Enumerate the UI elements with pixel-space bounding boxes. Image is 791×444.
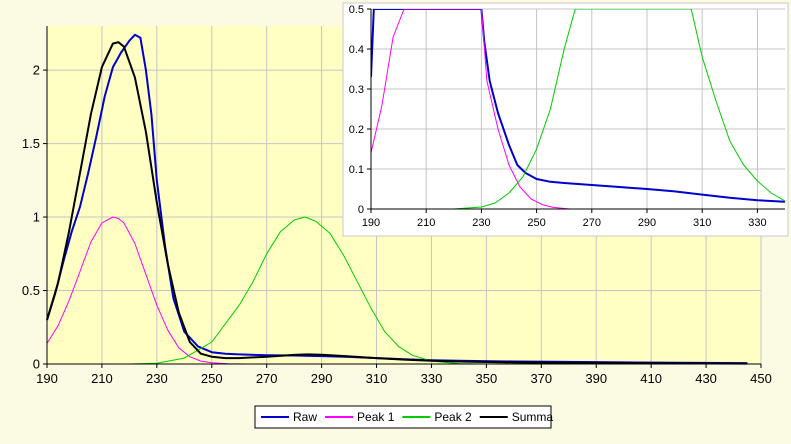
inset-y-tick-label: 0.3: [349, 84, 364, 96]
main-x-tick-label: 210: [91, 371, 113, 386]
main-series-group: [46, 33, 748, 365]
inset-series-peak-1: [371, 9, 570, 209]
inset-x-tick-label: 270: [583, 217, 601, 229]
main-x-tick-label: 370: [530, 371, 552, 386]
legend-label-raw: Raw: [293, 410, 317, 424]
inset-y-tick-label: 0.4: [349, 44, 364, 56]
main-series-peak-2: [129, 216, 487, 365]
main-x-tick-label: 350: [476, 371, 498, 386]
legend-label-summa: Summa: [512, 410, 554, 424]
main-x-tick-label: 450: [750, 371, 772, 386]
main-axes: 190 210 230 250 270 290 310 330 350 370 390 410 430 4…: [22, 26, 772, 386]
inset-y-tick-label: 0.5: [349, 4, 364, 16]
inset-series-raw: [371, 9, 785, 203]
legend-label-peak-2: Peak 2: [434, 410, 472, 424]
main-y-tick-label: 0: [33, 357, 40, 372]
inset-x-tick-label: 190: [362, 217, 380, 229]
inset-y-tick-label: 0: [358, 204, 364, 216]
main-x-tick-label: 330: [421, 371, 443, 386]
inset-x-tick-label: 250: [527, 217, 545, 229]
main-y-tick-label: 0.5: [22, 283, 40, 298]
main-x-tick-label: 250: [201, 371, 223, 386]
inset-series-group: [371, 9, 785, 209]
inset-x-tick-label: 230: [472, 217, 490, 229]
inset-axes: 190 210 230 250 270 290 310 330 0 0.1 0.2 0.3 0.4 0.5: [349, 4, 785, 229]
main-x-tick-label: 290: [311, 371, 333, 386]
inset-frame: [342, 2, 789, 237]
inset-series-peak-2: [453, 9, 785, 209]
main-x-tick-label: 390: [585, 371, 607, 386]
main-x-tick-label: 430: [695, 371, 717, 386]
inset-x-tick-label: 310: [693, 217, 711, 229]
main-y-tick-label: 1: [33, 210, 40, 225]
inset-y-tick-label: 0.1: [349, 164, 364, 176]
inset-y-tick-label: 0.2: [349, 124, 364, 136]
main-y-tick-label: 1.5: [22, 136, 40, 151]
main-y-tick-label: 2: [33, 63, 40, 78]
inset-x-tick-label: 210: [417, 217, 435, 229]
main-x-tick-label: 190: [36, 371, 58, 386]
main-x-tick-label: 230: [146, 371, 168, 386]
inset-x-tick-label: 330: [748, 217, 766, 229]
main-x-tick-label: 270: [256, 371, 278, 386]
main-series-summa: [46, 41, 748, 365]
main-x-tick-label: 310: [366, 371, 388, 386]
legend: Raw Peak 1 Peak 2 Summa: [254, 405, 554, 429]
legend-label-peak-1: Peak 1: [357, 410, 395, 424]
inset-x-tick-label: 290: [638, 217, 656, 229]
main-series-peak-1: [46, 216, 245, 365]
main-x-tick-label: 410: [640, 371, 662, 386]
